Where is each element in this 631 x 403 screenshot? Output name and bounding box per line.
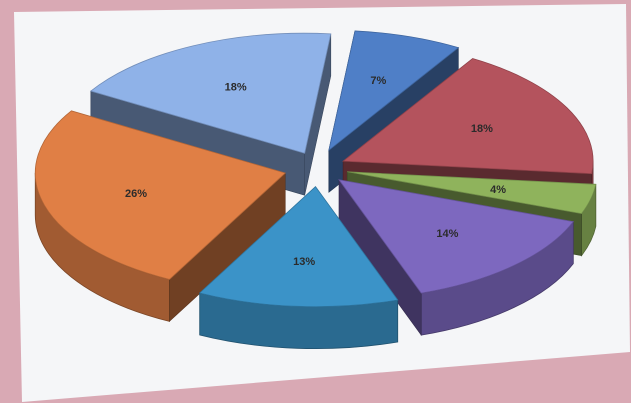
- slice-label: 14%: [436, 228, 458, 240]
- pie-slice-top: [89, 32, 332, 154]
- pie-slice-6: [34, 110, 287, 323]
- pie-slice-4: [338, 178, 575, 337]
- slice-label: 4%: [490, 184, 506, 196]
- pie-slices: [34, 30, 597, 350]
- pie-slice-top: [347, 171, 597, 215]
- pie-labels: 7% 18% 18% 4% 26% 14% 13%: [125, 75, 506, 268]
- slice-label: 18%: [225, 82, 247, 94]
- slice-label: 7%: [370, 75, 386, 87]
- pie-slice-top: [338, 179, 575, 294]
- slice-label: 26%: [125, 188, 147, 200]
- pie-slice-5: [198, 186, 399, 350]
- slice-label: 13%: [293, 256, 315, 268]
- pie-slice-top: [341, 58, 594, 175]
- pie-slice-top: [198, 186, 399, 308]
- slice-label: 18%: [471, 123, 493, 135]
- pie-slice-top: [328, 30, 460, 152]
- pie-slice-top: [34, 110, 287, 280]
